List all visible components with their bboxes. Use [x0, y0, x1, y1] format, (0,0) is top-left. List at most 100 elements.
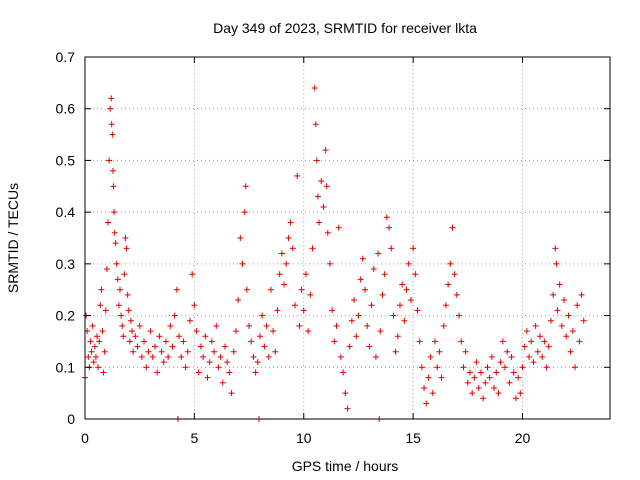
data-point [197, 343, 204, 350]
data-point [267, 286, 274, 293]
data-point [134, 343, 141, 350]
data-point [499, 338, 506, 345]
data-point [440, 322, 447, 329]
data-point [160, 359, 167, 366]
data-point [263, 322, 270, 329]
data-point [104, 219, 111, 226]
data-point [377, 328, 384, 335]
plot-frame [84, 56, 611, 420]
data-point [230, 348, 237, 355]
data-point [165, 353, 172, 360]
data-point [482, 379, 489, 386]
data-point [539, 353, 546, 360]
data-point [158, 348, 165, 355]
data-point [543, 364, 550, 371]
data-point [561, 297, 568, 304]
y-tick-label: 0 [67, 411, 75, 427]
data-point [94, 333, 101, 340]
data-point [114, 276, 121, 283]
data-point [257, 333, 263, 340]
data-point [569, 328, 576, 335]
data-point [340, 369, 347, 376]
data-point [141, 338, 148, 345]
data-point [491, 384, 498, 391]
data-point [208, 338, 215, 345]
data-point [171, 312, 178, 319]
data-point [285, 235, 292, 241]
data-point [215, 364, 222, 371]
x-tick-label: 15 [405, 430, 421, 446]
data-point [366, 343, 373, 350]
data-point [307, 291, 314, 298]
data-point [401, 317, 408, 324]
data-point [467, 369, 473, 376]
data-point [103, 266, 110, 273]
data-point [125, 307, 132, 314]
data-point [173, 286, 180, 293]
data-point [182, 364, 189, 371]
data-point [248, 338, 255, 345]
data-point [98, 286, 105, 293]
data-point [97, 302, 104, 309]
data-point [246, 322, 253, 329]
data-point [167, 322, 174, 329]
data-point [438, 374, 445, 381]
data-point [453, 291, 460, 298]
data-point [154, 369, 161, 376]
data-point [129, 328, 136, 335]
data-point [239, 260, 246, 267]
data-point [189, 271, 196, 278]
data-point [493, 369, 500, 376]
data-point [331, 338, 338, 345]
data-point [320, 203, 327, 210]
data-point [526, 353, 533, 360]
data-point [329, 307, 336, 314]
data-point [294, 172, 301, 179]
data-point [359, 255, 366, 262]
data-point [195, 369, 202, 376]
data-point [425, 374, 432, 381]
data-point [386, 224, 393, 231]
data-point [289, 245, 296, 252]
data-point [399, 281, 406, 288]
data-point [324, 229, 331, 236]
data-point [423, 400, 430, 407]
data-point [519, 364, 526, 371]
data-point [149, 353, 156, 360]
data-point [132, 333, 139, 340]
data-point [162, 338, 169, 345]
data-point [541, 338, 548, 345]
data-point [110, 183, 117, 190]
x-tick-label: 20 [515, 430, 531, 446]
data-point [281, 281, 288, 288]
y-tick-label: 0.2 [56, 308, 76, 324]
data-point [475, 384, 482, 391]
data-point [112, 240, 119, 247]
x-tick-label: 5 [190, 430, 198, 446]
data-point [296, 322, 303, 329]
ticks-layer: 0 0.1 0.2 0.3 0.4 0.5 0.6 0.7 0 5 10 15 20 [56, 49, 610, 446]
data-point [412, 271, 419, 278]
data-point [311, 85, 318, 92]
data-point [302, 271, 309, 278]
data-point [250, 353, 257, 360]
data-point [532, 322, 539, 329]
data-point [537, 333, 543, 340]
data-point [118, 312, 125, 319]
data-point [368, 302, 375, 309]
y-tick-label: 0.3 [56, 256, 76, 272]
data-point [169, 343, 176, 350]
data-point [429, 390, 436, 397]
data-point [124, 291, 131, 298]
y-axis-label: SRMTID / TECUs [5, 183, 21, 293]
data-point [445, 281, 452, 288]
data-point [102, 307, 109, 314]
data-point [119, 322, 126, 329]
data-point [99, 328, 106, 335]
data-point [130, 348, 137, 355]
data-point [469, 390, 476, 397]
data-point [442, 302, 449, 309]
data-point [180, 338, 187, 345]
x-tick-label: 10 [296, 430, 312, 446]
